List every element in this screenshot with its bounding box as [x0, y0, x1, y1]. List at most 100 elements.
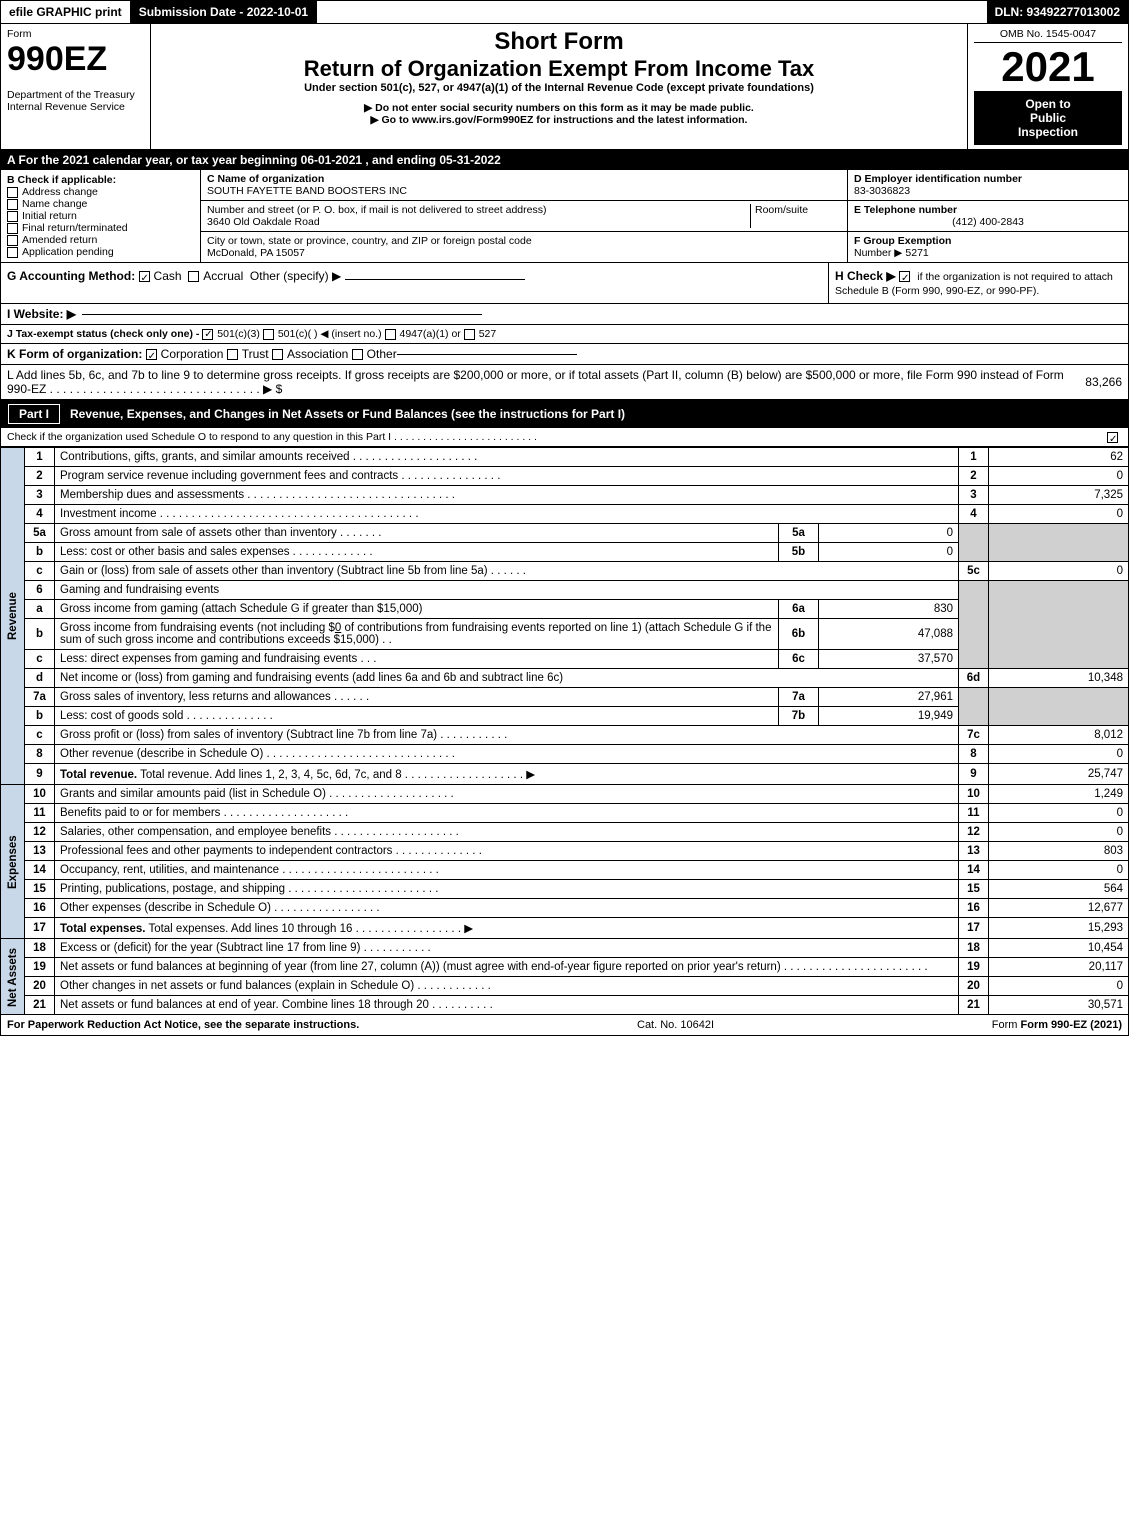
line-17-desc: Total expenses. Total expenses. Add line…: [55, 918, 959, 939]
chk-501c[interactable]: [263, 329, 274, 340]
line-18-amount: 10,454: [989, 939, 1129, 958]
form-header: Form 990EZ Department of the Treasury In…: [0, 24, 1129, 150]
ein-label: D Employer identification number: [854, 173, 1122, 185]
other-org-input[interactable]: [397, 354, 577, 355]
group-exemption-label: F Group Exemption: [854, 235, 951, 247]
tax-year: 2021: [974, 43, 1122, 91]
chk-amended-return[interactable]: [7, 235, 18, 246]
phone: (412) 400-2843: [854, 216, 1122, 228]
org-name: SOUTH FAYETTE BAND BOOSTERS INC: [207, 185, 841, 197]
chk-accrual[interactable]: [188, 271, 199, 282]
line-13-amount: 803: [989, 842, 1129, 861]
chk-trust[interactable]: [227, 349, 238, 360]
line-6c-val: 37,570: [819, 650, 959, 669]
line-4-desc: Investment income . . . . . . . . . . . …: [55, 505, 959, 524]
row-g: G Accounting Method: Cash Accrual Other …: [1, 263, 828, 303]
chk-4947[interactable]: [385, 329, 396, 340]
info-grid: B Check if applicable: Address change Na…: [1, 170, 1128, 262]
other-specify-input[interactable]: [345, 279, 525, 280]
line-5a-val: 0: [819, 524, 959, 543]
chk-501c3[interactable]: [202, 329, 213, 340]
section-def: D Employer identification number 83-3036…: [848, 170, 1128, 262]
street: 3640 Old Oakdale Road: [207, 216, 746, 228]
line-6a-val: 830: [819, 600, 959, 619]
org-name-label: C Name of organization: [207, 173, 841, 185]
chk-schedule-o[interactable]: [1107, 432, 1118, 443]
footer-left: For Paperwork Reduction Act Notice, see …: [7, 1019, 359, 1031]
part-i-header: Part I Revenue, Expenses, and Changes in…: [0, 400, 1129, 428]
part-i-check: Check if the organization used Schedule …: [0, 428, 1129, 447]
city: McDonald, PA 15057: [207, 247, 841, 259]
line-7b-desc: Less: cost of goods sold . . . . . . . .…: [55, 707, 779, 726]
revenue-label: Revenue: [1, 448, 25, 785]
line-15-desc: Printing, publications, postage, and shi…: [55, 880, 959, 899]
city-label: City or town, state or province, country…: [207, 235, 841, 247]
part-i-table: Revenue 1 Contributions, gifts, grants, …: [0, 447, 1129, 1015]
chk-address-change[interactable]: [7, 187, 18, 198]
instr2: ▶ Go to www.irs.gov/Form990EZ for instru…: [155, 114, 963, 126]
street-label: Number and street (or P. O. box, if mail…: [207, 204, 746, 216]
line-20-amount: 0: [989, 977, 1129, 996]
line-15-amount: 564: [989, 880, 1129, 899]
website-input[interactable]: [82, 314, 482, 315]
form-word: Form: [7, 28, 144, 40]
line-21-amount: 30,571: [989, 996, 1129, 1015]
chk-initial-return[interactable]: [7, 211, 18, 222]
line-14-desc: Occupancy, rent, utilities, and maintena…: [55, 861, 959, 880]
line-4-amount: 0: [989, 505, 1129, 524]
line-1-amount: 62: [989, 448, 1129, 467]
line-14-amount: 0: [989, 861, 1129, 880]
omb: OMB No. 1545-0047: [974, 28, 1122, 43]
line-3-amount: 7,325: [989, 486, 1129, 505]
chk-corporation[interactable]: [146, 349, 157, 360]
instr1: ▶ Do not enter social security numbers o…: [155, 102, 963, 114]
row-k: K Form of organization: Corporation Trus…: [1, 343, 1128, 364]
line-2-amount: 0: [989, 467, 1129, 486]
line-6b-val: 47,088: [819, 619, 959, 650]
line-5b-val: 0: [819, 543, 959, 562]
line-6-desc: Gaming and fundraising events: [55, 581, 959, 600]
section-b: B Check if applicable: Address change Na…: [1, 170, 201, 262]
chk-schedule-b[interactable]: [899, 271, 910, 282]
line-6d-desc: Net income or (loss) from gaming and fun…: [55, 669, 959, 688]
footer-right: Form Form 990-EZ (2021): [992, 1019, 1122, 1031]
line-5b-desc: Less: cost or other basis and sales expe…: [55, 543, 779, 562]
efile-button[interactable]: efile GRAPHIC print: [1, 1, 131, 23]
line-10-amount: 1,249: [989, 785, 1129, 804]
group-exemption: 5271: [905, 247, 928, 259]
line-21-desc: Net assets or fund balances at end of ye…: [55, 996, 959, 1015]
line-13-desc: Professional fees and other payments to …: [55, 842, 959, 861]
line-6d-amount: 10,348: [989, 669, 1129, 688]
chk-527[interactable]: [464, 329, 475, 340]
chk-application-pending[interactable]: [7, 247, 18, 258]
topbar: efile GRAPHIC print Submission Date - 20…: [0, 0, 1129, 24]
subtitle: Under section 501(c), 527, or 4947(a)(1)…: [155, 82, 963, 94]
line-5a-desc: Gross amount from sale of assets other t…: [55, 524, 779, 543]
line-7a-val: 27,961: [819, 688, 959, 707]
form-number: 990EZ: [7, 40, 144, 79]
footer: For Paperwork Reduction Act Notice, see …: [0, 1015, 1129, 1036]
line-9-desc: Total revenue. Total revenue. Add lines …: [55, 764, 959, 785]
line-2-desc: Program service revenue including govern…: [55, 467, 959, 486]
chk-other-org[interactable]: [352, 349, 363, 360]
section-c: C Name of organization SOUTH FAYETTE BAN…: [201, 170, 848, 262]
title-short-form: Short Form: [155, 28, 963, 56]
row-h: H Check ▶ if the organization is not req…: [828, 263, 1128, 303]
part-i-label: Part I: [8, 404, 60, 424]
line-1-desc: Contributions, gifts, grants, and simila…: [55, 448, 959, 467]
dln: DLN: 93492277013002: [987, 1, 1128, 23]
chk-final-return[interactable]: [7, 223, 18, 234]
row-l: L Add lines 5b, 6c, and 7b to line 9 to …: [1, 364, 1128, 399]
line-9-amount: 25,747: [989, 764, 1129, 785]
line-7b-val: 19,949: [819, 707, 959, 726]
line-17-amount: 15,293: [989, 918, 1129, 939]
line-11-desc: Benefits paid to or for members . . . . …: [55, 804, 959, 823]
chk-name-change[interactable]: [7, 199, 18, 210]
line-7c-desc: Gross profit or (loss) from sales of inv…: [55, 726, 959, 745]
chk-cash[interactable]: [139, 271, 150, 282]
netassets-label: Net Assets: [1, 939, 25, 1015]
line-10-desc: Grants and similar amounts paid (list in…: [55, 785, 959, 804]
chk-association[interactable]: [272, 349, 283, 360]
footer-cat-no: Cat. No. 10642I: [637, 1019, 714, 1031]
line-7c-amount: 8,012: [989, 726, 1129, 745]
